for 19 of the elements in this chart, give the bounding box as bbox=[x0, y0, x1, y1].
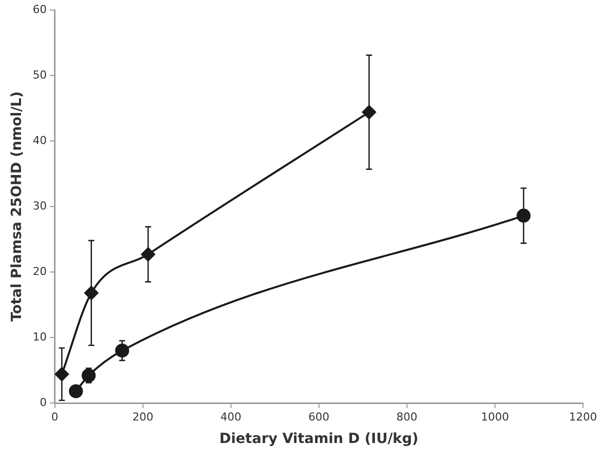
point bbox=[516, 208, 531, 223]
x-tick-label: 200 bbox=[132, 410, 154, 424]
y-tick-label: 10 bbox=[32, 330, 47, 344]
x-axis-title: Dietary Vitamin D (IU/kg) bbox=[219, 431, 418, 448]
y-tick-label: 20 bbox=[32, 264, 47, 278]
x-tick-label: 800 bbox=[396, 410, 418, 424]
y-axis-title: Total Plamsa 25OHD (nmol/L) bbox=[9, 91, 26, 322]
point bbox=[68, 384, 83, 398]
x-tick-label: 400 bbox=[220, 410, 242, 424]
point bbox=[362, 105, 376, 120]
y-tick-label: 50 bbox=[32, 68, 47, 82]
x-tick-label: 0 bbox=[51, 410, 58, 424]
x-tick-label: 600 bbox=[308, 410, 330, 424]
y-tick-label: 0 bbox=[40, 396, 47, 409]
x-tick-label: 1000 bbox=[480, 410, 509, 424]
y-tick-label: 60 bbox=[32, 2, 47, 16]
x-tick-label: 1200 bbox=[569, 410, 598, 424]
y-tick-label: 30 bbox=[32, 199, 47, 212]
y-tick-label: 40 bbox=[32, 134, 47, 147]
